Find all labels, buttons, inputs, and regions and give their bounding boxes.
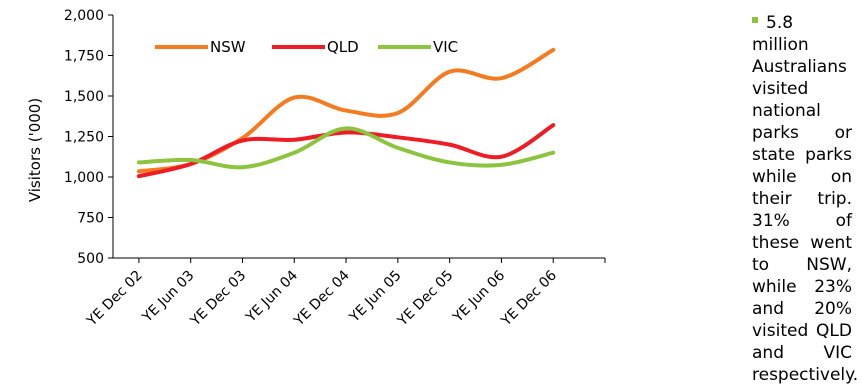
y-tick-label: 1,750 [64, 49, 104, 65]
x-tick-label: YE Dec 02 [83, 268, 145, 330]
summary-note: 5.8 million Australians visited national… [752, 12, 858, 386]
x-tick-label: YE Dec 03 [187, 268, 249, 330]
series-line-nsw [136, 47, 556, 174]
y-axis: 2,000 1,750 1,500 1,250 1,000 750 500 [64, 8, 114, 267]
y-tick-label: 1,250 [64, 130, 104, 146]
x-tick-label: YE Dec 05 [394, 268, 456, 330]
y-axis-label: Visitors ('000) [26, 98, 44, 202]
series-lines [136, 47, 556, 179]
legend-label-vic: VIC [433, 38, 458, 56]
y-tick-label: 500 [77, 251, 104, 267]
x-tick-label: YE Dec 04 [291, 267, 353, 329]
series-line-qld [136, 123, 556, 179]
bullet-icon [752, 17, 758, 23]
y-tick-label: 2,000 [64, 8, 104, 24]
legend-label-nsw: NSW [210, 38, 246, 56]
x-tick-label: YE Dec 06 [498, 267, 560, 329]
y-tick-label: 1,500 [64, 89, 104, 105]
y-tick-label: 1,000 [64, 170, 104, 186]
summary-text: 5.8 million Australians visited national… [752, 13, 859, 385]
series-line-vic [136, 126, 556, 170]
y-tick-label: 750 [77, 211, 104, 227]
line-chart: 2,000 1,750 1,500 1,250 1,000 750 500 YE Dec 0… [26, 8, 606, 330]
legend-label-qld: QLD [327, 38, 359, 56]
legend: NSW QLD VIC [155, 38, 458, 56]
